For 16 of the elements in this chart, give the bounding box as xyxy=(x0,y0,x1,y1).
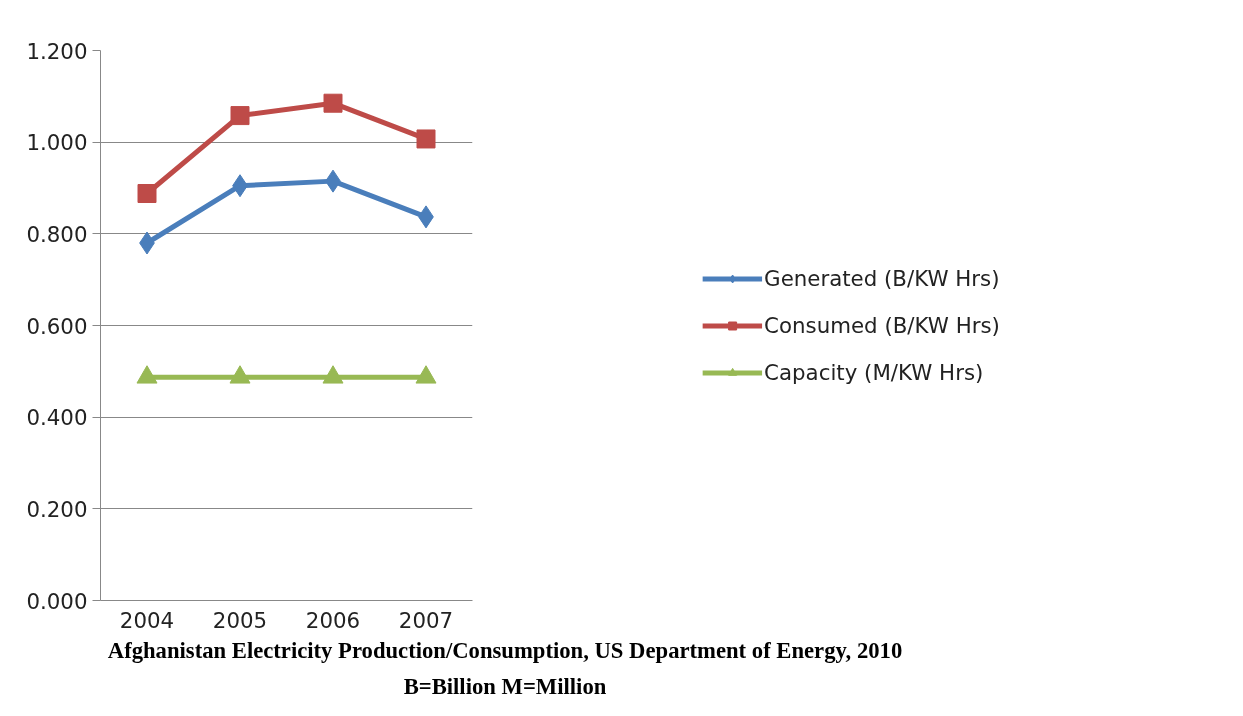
text: Afghanistan Electricity Production/Consumption, US Department of Energy, 2010 xyxy=(107,637,903,665)
y-tick-label: 0.000 xyxy=(26,588,88,614)
y-tick-label: 1.200 xyxy=(26,38,88,64)
y-tick-label: 0.800 xyxy=(26,221,88,247)
x-tick-label: 2006 xyxy=(305,607,361,633)
legend-label: Consumed (B/KW Hrs) xyxy=(764,312,1000,338)
y-tick-label: 0.400 xyxy=(26,405,88,431)
y-tick-label: 0.600 xyxy=(26,313,88,339)
y-tick-label: 0.200 xyxy=(26,496,88,522)
y-tick-label: 1.000 xyxy=(26,130,88,156)
legend-label: Generated (B/KW Hrs) xyxy=(764,265,1000,291)
x-tick-label: 2007 xyxy=(398,607,454,633)
x-tick-label: 2004 xyxy=(119,607,175,633)
legend-label: Capacity (M/KW Hrs) xyxy=(764,359,984,385)
text: B=Billion M=Million xyxy=(403,673,607,701)
x-tick-label: 2005 xyxy=(212,607,268,633)
